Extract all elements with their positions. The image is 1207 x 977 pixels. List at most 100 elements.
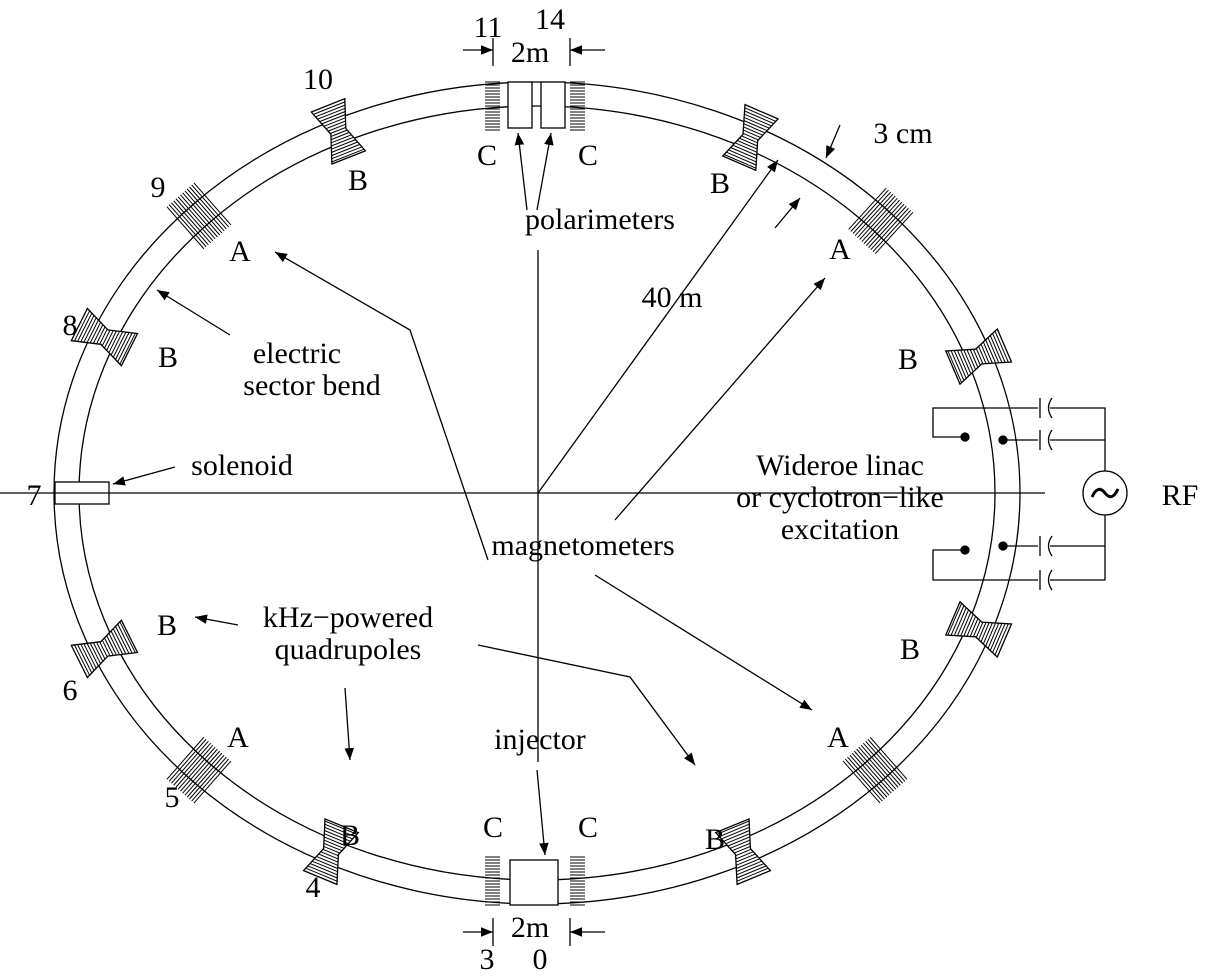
sextupole-stripe <box>859 197 898 240</box>
injector-box <box>509 859 559 906</box>
quadrupole-hatch <box>73 310 91 342</box>
quadrupole-hatch <box>112 331 127 358</box>
straight-sections <box>54 81 566 906</box>
quadrupole-hatch <box>719 823 750 838</box>
quadrupole-hatch <box>99 328 108 345</box>
quadrupole-hatch <box>313 101 346 115</box>
quadrupole-hatch <box>969 618 979 637</box>
label: B <box>900 633 920 666</box>
quadrupole-hatch <box>978 346 987 364</box>
sextupole-stripe <box>177 196 216 240</box>
sextupole-stripe <box>874 211 914 255</box>
label: B <box>158 341 178 374</box>
quadrupole-hatch <box>305 867 338 882</box>
capacitor <box>1047 429 1053 451</box>
sextupole <box>842 736 908 804</box>
quadrupole-hatch <box>115 626 130 654</box>
quadrupole <box>714 817 772 886</box>
label: sector bend <box>243 369 380 402</box>
quadrupole-hatch <box>99 641 108 658</box>
sextupole-stripe <box>844 758 883 802</box>
quadrupole-hatch <box>89 642 102 664</box>
sextupole-stripe <box>852 191 892 234</box>
node-dot <box>960 432 970 442</box>
sextupole-stripe <box>173 742 212 786</box>
sextupole-stripe <box>193 182 232 226</box>
quadrupole-hatch <box>83 643 97 669</box>
quadrupole-hatch <box>963 349 974 372</box>
quadrupole-hatch <box>957 609 970 636</box>
quadrupole-hatch <box>734 142 758 153</box>
quadrupole-hatch <box>985 622 997 647</box>
quadrupole-hatch <box>324 836 347 847</box>
quadrupole-hatch <box>994 623 1009 656</box>
quadrupole-hatch <box>743 120 768 132</box>
label: B <box>898 343 918 376</box>
quadrupole-hatch <box>972 349 981 366</box>
label: 6 <box>63 674 78 707</box>
label: 10 <box>303 63 333 96</box>
sextupole-stripe <box>853 750 892 794</box>
ring-elements <box>70 81 1013 906</box>
sextupole-stripe <box>177 746 216 790</box>
quadrupole-hatch <box>322 848 339 857</box>
quadrupole-hatch <box>969 349 979 368</box>
rf-circuit <box>932 397 1128 591</box>
capacitors <box>1039 397 1053 591</box>
sextupole-stripe <box>166 206 205 250</box>
label: A <box>829 233 851 266</box>
sextupole-stripe <box>849 754 888 798</box>
arrow <box>536 132 554 211</box>
sextupole-stripe <box>191 184 230 228</box>
label: 2m <box>511 36 549 69</box>
quadrupole-hatch <box>723 830 750 842</box>
quadrupole-hatch <box>736 860 762 873</box>
sextupole-stripe <box>182 750 221 794</box>
sextupole-stripe <box>175 744 214 788</box>
quadrupole-hatch <box>319 111 346 123</box>
quadrupole-hatch <box>950 605 965 636</box>
quadrupole-hatch <box>716 820 750 835</box>
label: or cyclotron−like <box>736 481 944 514</box>
sextupole-stripe <box>186 754 225 798</box>
quadrupole-hatch <box>957 350 970 377</box>
sextupole-stripe <box>868 205 907 248</box>
sextupole-stripe <box>865 740 903 784</box>
quadrupole-outline <box>70 619 139 679</box>
quadrupole-hatch <box>736 858 760 869</box>
quadrupole-hatch <box>987 337 1000 363</box>
label: B <box>348 164 368 197</box>
sextupole-stripe <box>175 198 214 242</box>
quadrupole-outline <box>944 600 1013 659</box>
label: kHz−powered <box>263 601 433 634</box>
quadrupole-hatch <box>324 820 358 835</box>
quadrupole-hatch <box>331 148 365 163</box>
sextupole-stripe <box>180 748 218 792</box>
quadrupole-hatch <box>104 330 114 349</box>
label: B <box>157 609 177 642</box>
quadrupole-hatch <box>83 317 97 343</box>
quadrupole-hatch <box>101 329 111 347</box>
quadrupole-hatch <box>734 845 751 854</box>
quadrupole-hatch <box>736 865 767 879</box>
quadrupole-hatch <box>92 642 104 662</box>
quadrupole-hatch <box>112 628 127 655</box>
quadrupole-hatch <box>726 151 757 166</box>
label: 3 <box>480 943 495 976</box>
quadrupole-hatch <box>987 623 1000 649</box>
quadrupole-hatch <box>735 851 754 860</box>
sextupole-stripe <box>872 209 912 253</box>
quadrupole-hatch <box>721 826 750 840</box>
sextupole-stripe <box>861 199 900 242</box>
quadrupole-hatch <box>80 315 95 343</box>
quadrupole-hatch <box>950 350 965 381</box>
sextupole-stripe <box>166 736 205 780</box>
quadrupole-hatch <box>989 623 1003 651</box>
label: 9 <box>151 171 166 204</box>
sextupole-stripe <box>858 746 897 790</box>
quadrupole-hatch <box>321 114 346 125</box>
wire <box>1050 407 1106 471</box>
quadrupole-hatch <box>318 853 339 863</box>
quadrupole-hatch <box>320 851 339 860</box>
